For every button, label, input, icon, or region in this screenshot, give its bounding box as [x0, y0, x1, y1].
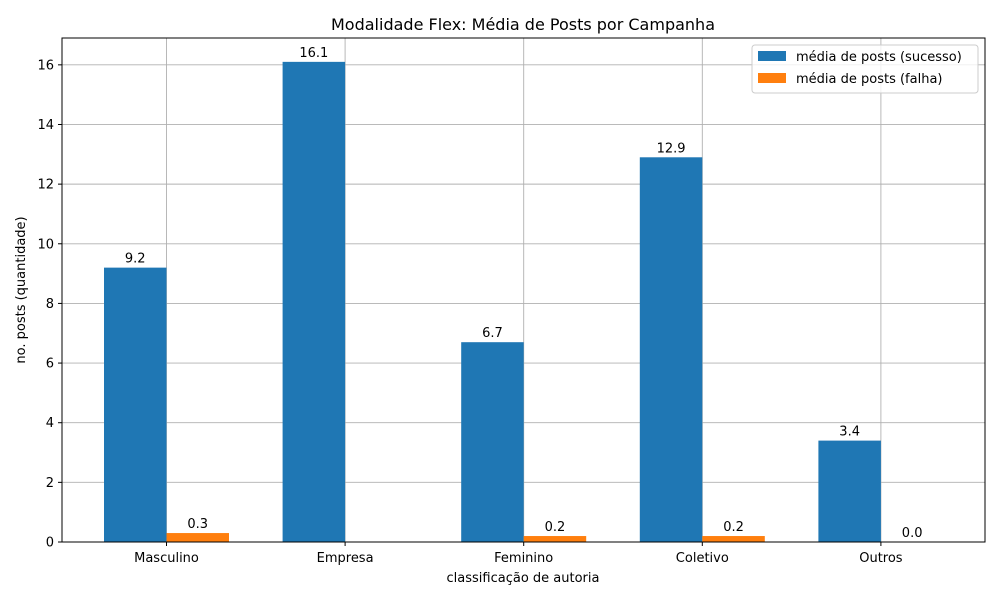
data-label-success-coletivo: 12.9 — [657, 141, 686, 156]
y-tick-label: 14 — [37, 118, 54, 133]
x-ticks-layer: Masculino Empresa Feminino Coletivo Outros — [134, 542, 903, 566]
legend-label-success: média de posts (sucesso) — [796, 50, 962, 65]
bar-success-outros — [818, 440, 881, 542]
data-label-success-masculino: 9.2 — [125, 252, 146, 267]
x-axis-label: classificação de autoria — [447, 571, 600, 586]
y-tick-label: 0 — [46, 536, 54, 551]
data-label-failure-masculino: 0.3 — [187, 517, 208, 532]
x-tick-label: Empresa — [317, 551, 374, 566]
y-tick-label: 8 — [46, 297, 54, 312]
bar-success-empresa — [282, 61, 346, 543]
data-label-failure-outros: 0.0 — [902, 526, 923, 541]
data-label-success-feminino: 6.7 — [482, 326, 503, 341]
bar-success-feminino — [461, 342, 524, 542]
y-tick-label: 10 — [37, 237, 54, 252]
chart-title: Modalidade Flex: Média de Posts por Camp… — [331, 15, 715, 34]
y-ticks-layer: 0 2 4 6 8 10 12 14 16 — [37, 58, 62, 551]
data-label-success-empresa: 16.1 — [299, 46, 328, 61]
data-label-failure-coletivo: 0.2 — [723, 520, 744, 535]
legend-swatch-failure — [758, 73, 786, 83]
bar-success-masculino — [104, 267, 167, 542]
legend-box — [751, 44, 979, 94]
legend-swatch-success — [758, 51, 786, 61]
legend: média de posts (sucesso) média de posts … — [751, 44, 979, 94]
x-tick-label: Coletivo — [676, 551, 729, 566]
bar-success-coletivo — [639, 157, 703, 542]
x-tick-label: Masculino — [134, 551, 199, 566]
x-tick-label: Outros — [859, 551, 903, 566]
data-label-failure-feminino: 0.2 — [545, 520, 566, 535]
bar-failure-masculino — [166, 533, 229, 542]
y-tick-label: 6 — [46, 357, 54, 372]
y-tick-label: 12 — [37, 178, 54, 193]
x-tick-label: Feminino — [494, 551, 553, 566]
y-tick-label: 2 — [46, 476, 54, 491]
bars-layer — [104, 61, 881, 543]
data-labels-layer: 9.2 16.1 6.7 12.9 3.4 0.3 0.2 0.2 0.0 — [125, 46, 923, 541]
bar-failure-coletivo — [702, 536, 765, 542]
y-axis-label: no. posts (quantidade) — [14, 216, 29, 363]
y-tick-label: 16 — [37, 58, 54, 73]
y-tick-label: 4 — [46, 416, 54, 431]
data-label-success-outros: 3.4 — [839, 425, 860, 440]
bar-failure-feminino — [523, 536, 587, 542]
legend-label-failure: média de posts (falha) — [796, 72, 943, 87]
